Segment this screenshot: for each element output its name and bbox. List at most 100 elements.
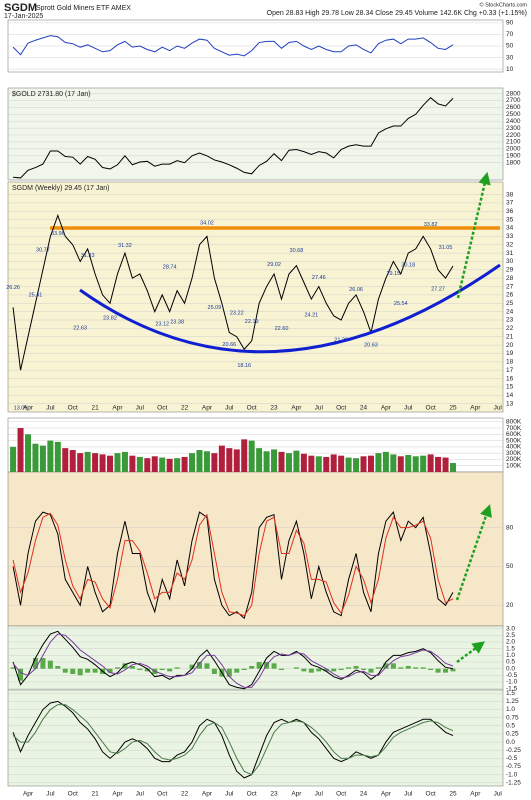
volume-bar [151, 456, 158, 472]
histogram-bar [346, 667, 352, 669]
x-tick-label: Jul [315, 405, 324, 412]
volume-bar [47, 440, 54, 472]
y-tick-label: 90 [506, 20, 514, 27]
y-tick-label: 70 [506, 31, 514, 38]
stats: Open 28.83 High 29.78 Low 28.34 Close 29… [267, 10, 527, 17]
y-tick-label: 50 [506, 43, 514, 50]
price-label: 33.96 [51, 231, 65, 237]
histogram-bar [40, 658, 46, 669]
volume-bar [315, 456, 322, 472]
volume-bar [271, 449, 278, 472]
histogram-bar [301, 668, 307, 672]
price-label: 13.06 [14, 406, 28, 412]
y-tick-label: 2300 [506, 125, 521, 132]
trend-curve [79, 263, 501, 354]
y-tick-label: -0.5 [506, 755, 518, 762]
histogram-bar [443, 668, 449, 673]
x-tick-label: 23 [270, 791, 278, 798]
x-tick-label: 22 [181, 405, 189, 412]
y-tick-label: 23 [506, 317, 514, 324]
histogram-bar [211, 668, 217, 674]
y-tick-label: -0.25 [506, 747, 521, 754]
x-tick-label: Jul [136, 405, 145, 412]
y-tick-label: 0.5 [506, 659, 515, 666]
volume-bar [308, 455, 315, 472]
y-tick-label: 1.25 [506, 698, 519, 705]
date: 17-Jan-2025 [4, 13, 43, 20]
price-label: 31.33 [81, 253, 95, 259]
volume-bar [107, 455, 114, 472]
price-label: 30.18 [401, 262, 415, 268]
x-tick-label: Apr [381, 405, 392, 412]
volume-bar [233, 449, 240, 472]
line [12, 511, 454, 620]
histogram-bar [159, 668, 165, 670]
histogram-bar [383, 663, 389, 669]
histogram-bar [331, 668, 337, 672]
histogram-bar [10, 667, 16, 669]
x-tick-label: Apr [291, 791, 302, 798]
y-tick-label: 31 [506, 250, 514, 257]
price-label: 25.54 [394, 301, 408, 307]
histogram-bar [428, 668, 434, 670]
panel-bg [7, 181, 504, 413]
volume-bar [397, 456, 404, 472]
volume-bar [159, 457, 166, 472]
x-tick-label: 23 [270, 405, 278, 412]
volume-bar [323, 456, 330, 472]
volume-bar [136, 456, 143, 472]
y-tick-label: 1900 [506, 153, 521, 160]
x-tick-label: Oct [426, 405, 436, 412]
y-tick-label: 20 [506, 342, 514, 349]
histogram-bar [144, 668, 150, 672]
y-tick-label: 0.0 [506, 739, 515, 746]
price-label: 26.26 [6, 285, 20, 291]
y-tick-label: 32 [506, 241, 514, 248]
y-tick-label: 13 [506, 400, 514, 407]
y-tick-label: 700K [506, 425, 522, 432]
x-tick-label: Jul [136, 791, 145, 798]
price-label: 26.06 [349, 287, 363, 293]
price-label: 29.02 [267, 262, 281, 268]
histogram-bar [279, 668, 285, 670]
line [13, 97, 454, 179]
histogram-bar [189, 664, 195, 669]
y-tick-label: 16 [506, 375, 514, 382]
y-tick-label: 33 [506, 233, 514, 240]
price-label: 22.19 [245, 319, 259, 325]
histogram-bar [55, 666, 61, 669]
x-tick-label: Apr [112, 791, 123, 798]
y-tick-label: 600K [506, 431, 522, 438]
volume-bar [196, 450, 203, 472]
volume-bar [263, 451, 270, 472]
y-tick-label: -0.75 [506, 763, 521, 770]
y-tick-label: -0.5 [506, 672, 518, 679]
price-label: 20.66 [222, 342, 236, 348]
volume-bar [375, 453, 382, 472]
y-tick-label: 0.0 [506, 665, 515, 672]
y-tick-label: 1.0 [506, 652, 515, 659]
volume-bar [99, 454, 106, 472]
histogram-bar [32, 658, 38, 669]
y-tick-label: 14 [506, 392, 514, 399]
volume-bar [285, 453, 292, 472]
volume-bar [256, 448, 263, 472]
histogram-bar [420, 667, 426, 669]
histogram-bar [226, 668, 232, 677]
x-tick-label: Oct [247, 405, 257, 412]
price-label: 22.63 [73, 326, 87, 332]
y-tick-label: -1.25 [506, 779, 521, 786]
security-name: Sprott Gold Miners ETF AMEX [36, 5, 131, 12]
x-tick-label: 24 [360, 405, 368, 412]
x-tick-label: 21 [91, 405, 99, 412]
y-tick-label: 2.5 [506, 632, 515, 639]
volume-bar [25, 434, 31, 472]
volume-bar [390, 454, 397, 472]
volume-bar [420, 455, 427, 472]
volume-bar [77, 453, 84, 472]
plot: 9070503010280027002600250024002300220021… [6, 20, 522, 798]
y-tick-label: 1.5 [506, 645, 515, 652]
x-tick-label: Oct [247, 791, 257, 798]
price-label: 33.82 [424, 222, 438, 228]
volume-bar [189, 453, 196, 472]
